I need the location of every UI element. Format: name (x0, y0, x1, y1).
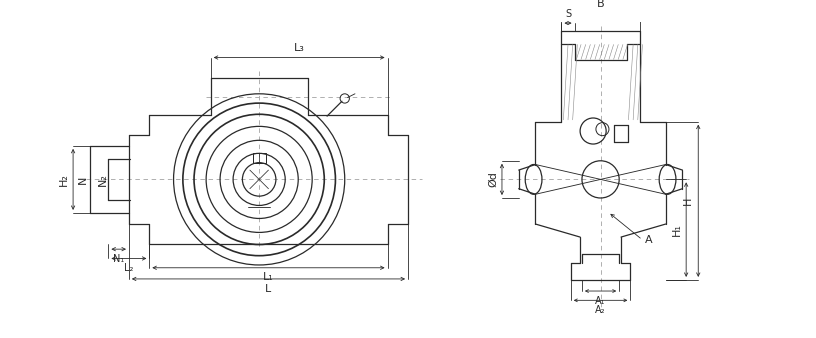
Text: S: S (565, 9, 571, 19)
Text: H: H (683, 197, 693, 205)
Text: A₁: A₁ (596, 296, 605, 306)
Bar (253, 153, 266, 163)
Text: Ød: Ød (488, 171, 499, 187)
Text: L₁: L₁ (263, 272, 274, 283)
Text: L: L (265, 284, 272, 294)
Text: H₁: H₁ (672, 223, 681, 236)
Text: N: N (78, 175, 87, 184)
Text: H₂: H₂ (59, 173, 69, 186)
Text: N₂: N₂ (98, 173, 108, 186)
Text: L₃: L₃ (294, 43, 304, 53)
Text: A: A (645, 235, 653, 245)
Text: B: B (596, 0, 605, 9)
Text: N₁: N₁ (113, 254, 124, 264)
Text: A₂: A₂ (596, 305, 605, 315)
Text: L₂: L₂ (124, 263, 134, 273)
